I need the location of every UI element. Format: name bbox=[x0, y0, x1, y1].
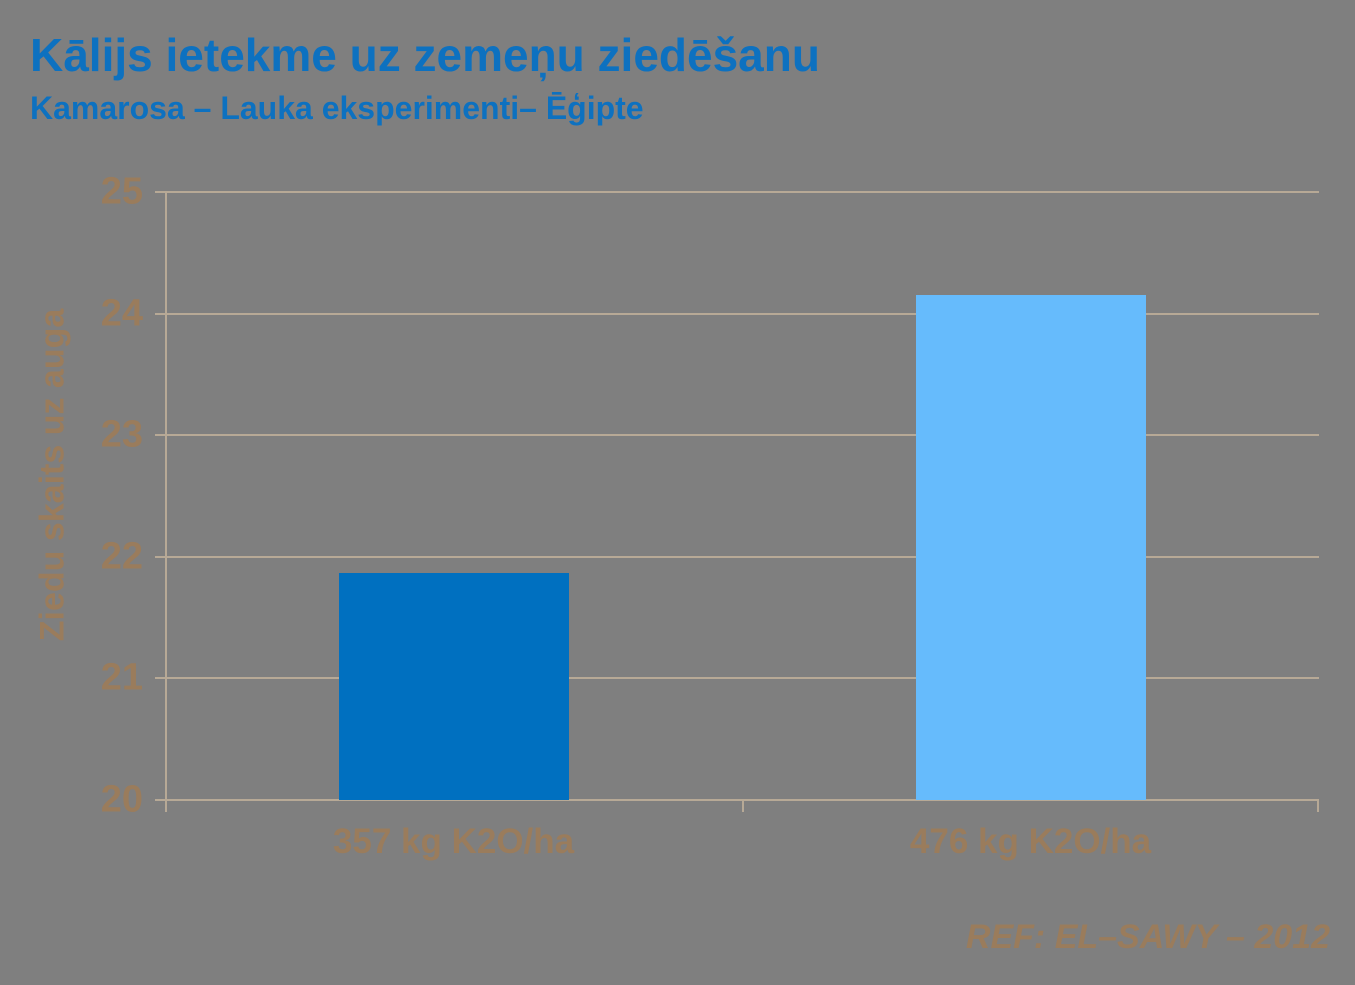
gridline-23 bbox=[155, 434, 1319, 437]
x-axis-tick-right bbox=[1317, 800, 1319, 812]
y-tick-label-22: 22 bbox=[100, 535, 143, 578]
y-axis-title: Ziedu skaits uz auga bbox=[33, 308, 72, 642]
gridline-21 bbox=[155, 677, 1319, 680]
gridline-22 bbox=[155, 555, 1319, 558]
x-axis-tick-middle bbox=[742, 800, 744, 812]
plot-area: 20 21 22 23 24 25 357 kg K2O/ha 476 kg K2O/ha bbox=[101, 171, 1319, 861]
gridline-24 bbox=[155, 312, 1319, 315]
bar-476 bbox=[915, 295, 1146, 800]
ref-citation: REF: EL–SAWY – 2012 bbox=[965, 918, 1330, 956]
gridline-25 bbox=[155, 191, 1319, 193]
x-category-label-357: 357 kg K2O/ha bbox=[332, 822, 575, 861]
y-tick-label-24: 24 bbox=[100, 292, 143, 335]
chart-title: Kālijs ietekme uz zemeņu ziedēšanu bbox=[30, 29, 820, 81]
x-category-label-476: 476 kg K2O/ha bbox=[909, 822, 1152, 861]
bar-357 bbox=[338, 572, 569, 800]
y-tick-label-25: 25 bbox=[100, 170, 143, 213]
y-tick-label-20: 20 bbox=[100, 778, 143, 821]
y-axis-line bbox=[165, 192, 167, 812]
y-tick-label-21: 21 bbox=[100, 656, 143, 699]
chart-subtitle: Kamarosa – Lauka eksperimenti– Ēģipte bbox=[30, 90, 644, 126]
y-tick-label-23: 23 bbox=[100, 413, 143, 456]
gridline-20 bbox=[155, 799, 1319, 801]
